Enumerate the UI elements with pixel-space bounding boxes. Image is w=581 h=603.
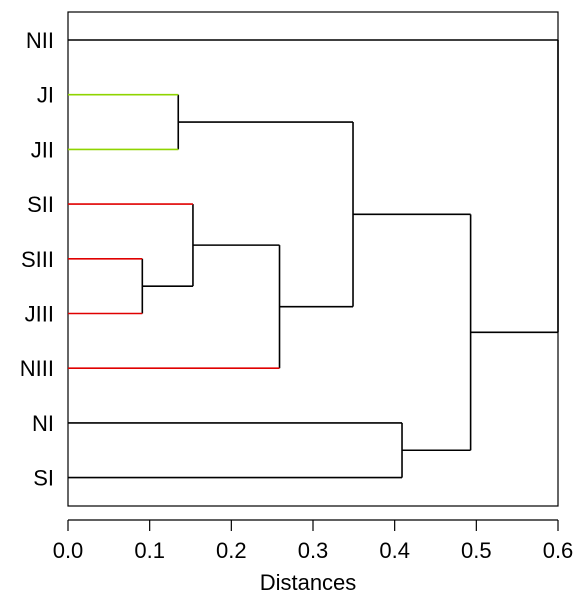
leaf-label-jiii: JIII xyxy=(25,302,54,327)
leaf-label-sii: SII xyxy=(27,192,54,217)
x-tick-label-0.4: 0.4 xyxy=(379,538,410,563)
x-tick-label-0.1: 0.1 xyxy=(134,538,165,563)
leaf-label-ji: JI xyxy=(37,83,54,108)
leaf-label-siii: SIII xyxy=(21,247,54,272)
x-tick-label-0.0: 0.0 xyxy=(53,538,84,563)
x-tick-label-0.5: 0.5 xyxy=(461,538,492,563)
leaf-label-nii: NII xyxy=(26,28,54,53)
x-tick-label-0.6: 0.6 xyxy=(543,538,574,563)
leaf-label-niii: NIII xyxy=(20,356,54,381)
x-tick-label-0.2: 0.2 xyxy=(216,538,247,563)
x-axis-title: Distances xyxy=(260,570,357,595)
leaf-label-si: SI xyxy=(33,466,54,491)
leaf-label-jii: JII xyxy=(31,137,54,162)
x-tick-label-0.3: 0.3 xyxy=(298,538,329,563)
leaf-label-ni: NI xyxy=(32,411,54,436)
